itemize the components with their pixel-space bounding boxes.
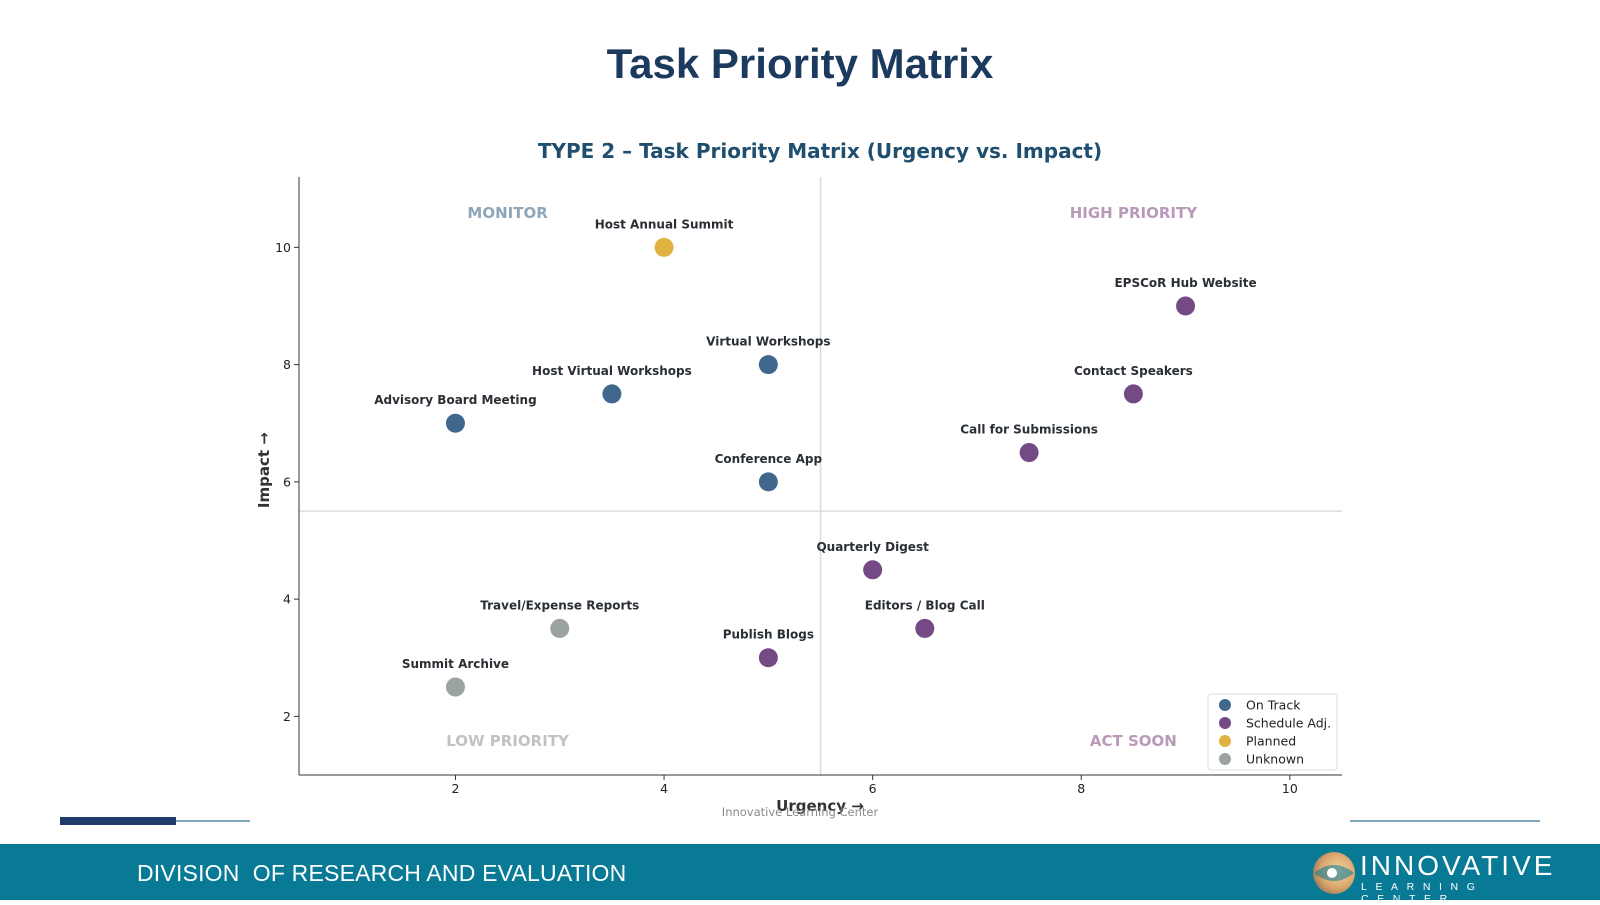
legend-box — [1207, 693, 1338, 771]
data-point — [654, 237, 674, 257]
footer-bar: DIVISION OF RESEARCH AND EVALUATION INNO… — [0, 844, 1600, 905]
chart-title: TYPE 2 – Task Priority Matrix (Urgency v… — [538, 139, 1102, 163]
data-point — [1123, 384, 1143, 404]
data-point — [445, 677, 465, 697]
accent-line-left — [176, 820, 250, 822]
data-point — [550, 618, 570, 638]
data-point-label: Publish Blogs — [723, 628, 814, 642]
legend-marker — [1219, 735, 1231, 747]
data-point-label: Contact Speakers — [1074, 364, 1193, 378]
x-tick-label: 2 — [451, 781, 459, 796]
data-point-label: Virtual Workshops — [706, 335, 830, 349]
legend-marker — [1219, 699, 1231, 711]
legend-label: Schedule Adj. — [1246, 716, 1331, 731]
y-tick-label: 2 — [283, 709, 291, 724]
y-tick-label: 10 — [275, 240, 291, 255]
data-point — [445, 413, 465, 433]
quadrant-label-high-priority: HIGH PRIORITY — [1070, 204, 1198, 222]
accent-bar — [60, 817, 176, 825]
data-point-label: Summit Archive — [402, 657, 509, 671]
data-point — [1019, 443, 1039, 463]
quadrant-label-low-priority: LOW PRIORITY — [446, 732, 570, 750]
data-point — [758, 355, 778, 375]
x-axis-label: Urgency → — [776, 797, 864, 815]
innovative-learning-center-logo: INNOVATIVE LEARNING CENTER — [1308, 848, 1588, 905]
accent-line-right — [1350, 820, 1540, 822]
slide-title: Task Priority Matrix — [606, 40, 994, 87]
x-tick-label: 10 — [1282, 781, 1298, 796]
legend-marker — [1219, 717, 1231, 729]
data-point — [863, 560, 883, 580]
x-tick-label: 6 — [869, 781, 877, 796]
data-point-label: EPSCoR Hub Website — [1114, 276, 1256, 290]
y-axis-label: Impact → — [255, 432, 273, 508]
x-tick-label: 8 — [1077, 781, 1085, 796]
source-note: Innovative Learning Center — [722, 805, 879, 819]
footer-division-text: DIVISION OF RESEARCH AND EVALUATION — [137, 860, 627, 886]
data-point-label: Travel/Expense Reports — [480, 598, 639, 612]
quadrant-label-monitor: MONITOR — [467, 204, 548, 222]
logo-name-text: INNOVATIVE — [1360, 850, 1556, 881]
y-tick-label: 4 — [283, 592, 291, 607]
legend-label: Planned — [1246, 734, 1296, 749]
data-point — [1176, 296, 1196, 316]
logo-subtitle-text: LEARNING CENTER — [1361, 881, 1484, 905]
data-point-label: Quarterly Digest — [816, 540, 929, 554]
data-point-label: Host Virtual Workshops — [532, 364, 692, 378]
y-tick-label: 8 — [283, 357, 291, 372]
x-tick-label: 4 — [660, 781, 668, 796]
data-point-label: Conference App — [715, 452, 823, 466]
legend-marker — [1219, 753, 1231, 765]
data-point — [602, 384, 622, 404]
logo-mark-icon — [1313, 852, 1355, 894]
y-tick-label: 6 — [283, 474, 291, 489]
data-point — [758, 648, 778, 668]
legend-label: Unknown — [1246, 752, 1304, 767]
data-point-label: Advisory Board Meeting — [374, 393, 537, 407]
data-point-label: Host Annual Summit — [595, 217, 734, 231]
data-point-label: Editors / Blog Call — [865, 598, 985, 612]
legend-label: On Track — [1246, 698, 1301, 713]
quadrant-label-act-soon: ACT SOON — [1090, 732, 1177, 750]
data-point — [915, 618, 935, 638]
data-point-label: Call for Submissions — [960, 423, 1098, 437]
data-point — [758, 472, 778, 492]
